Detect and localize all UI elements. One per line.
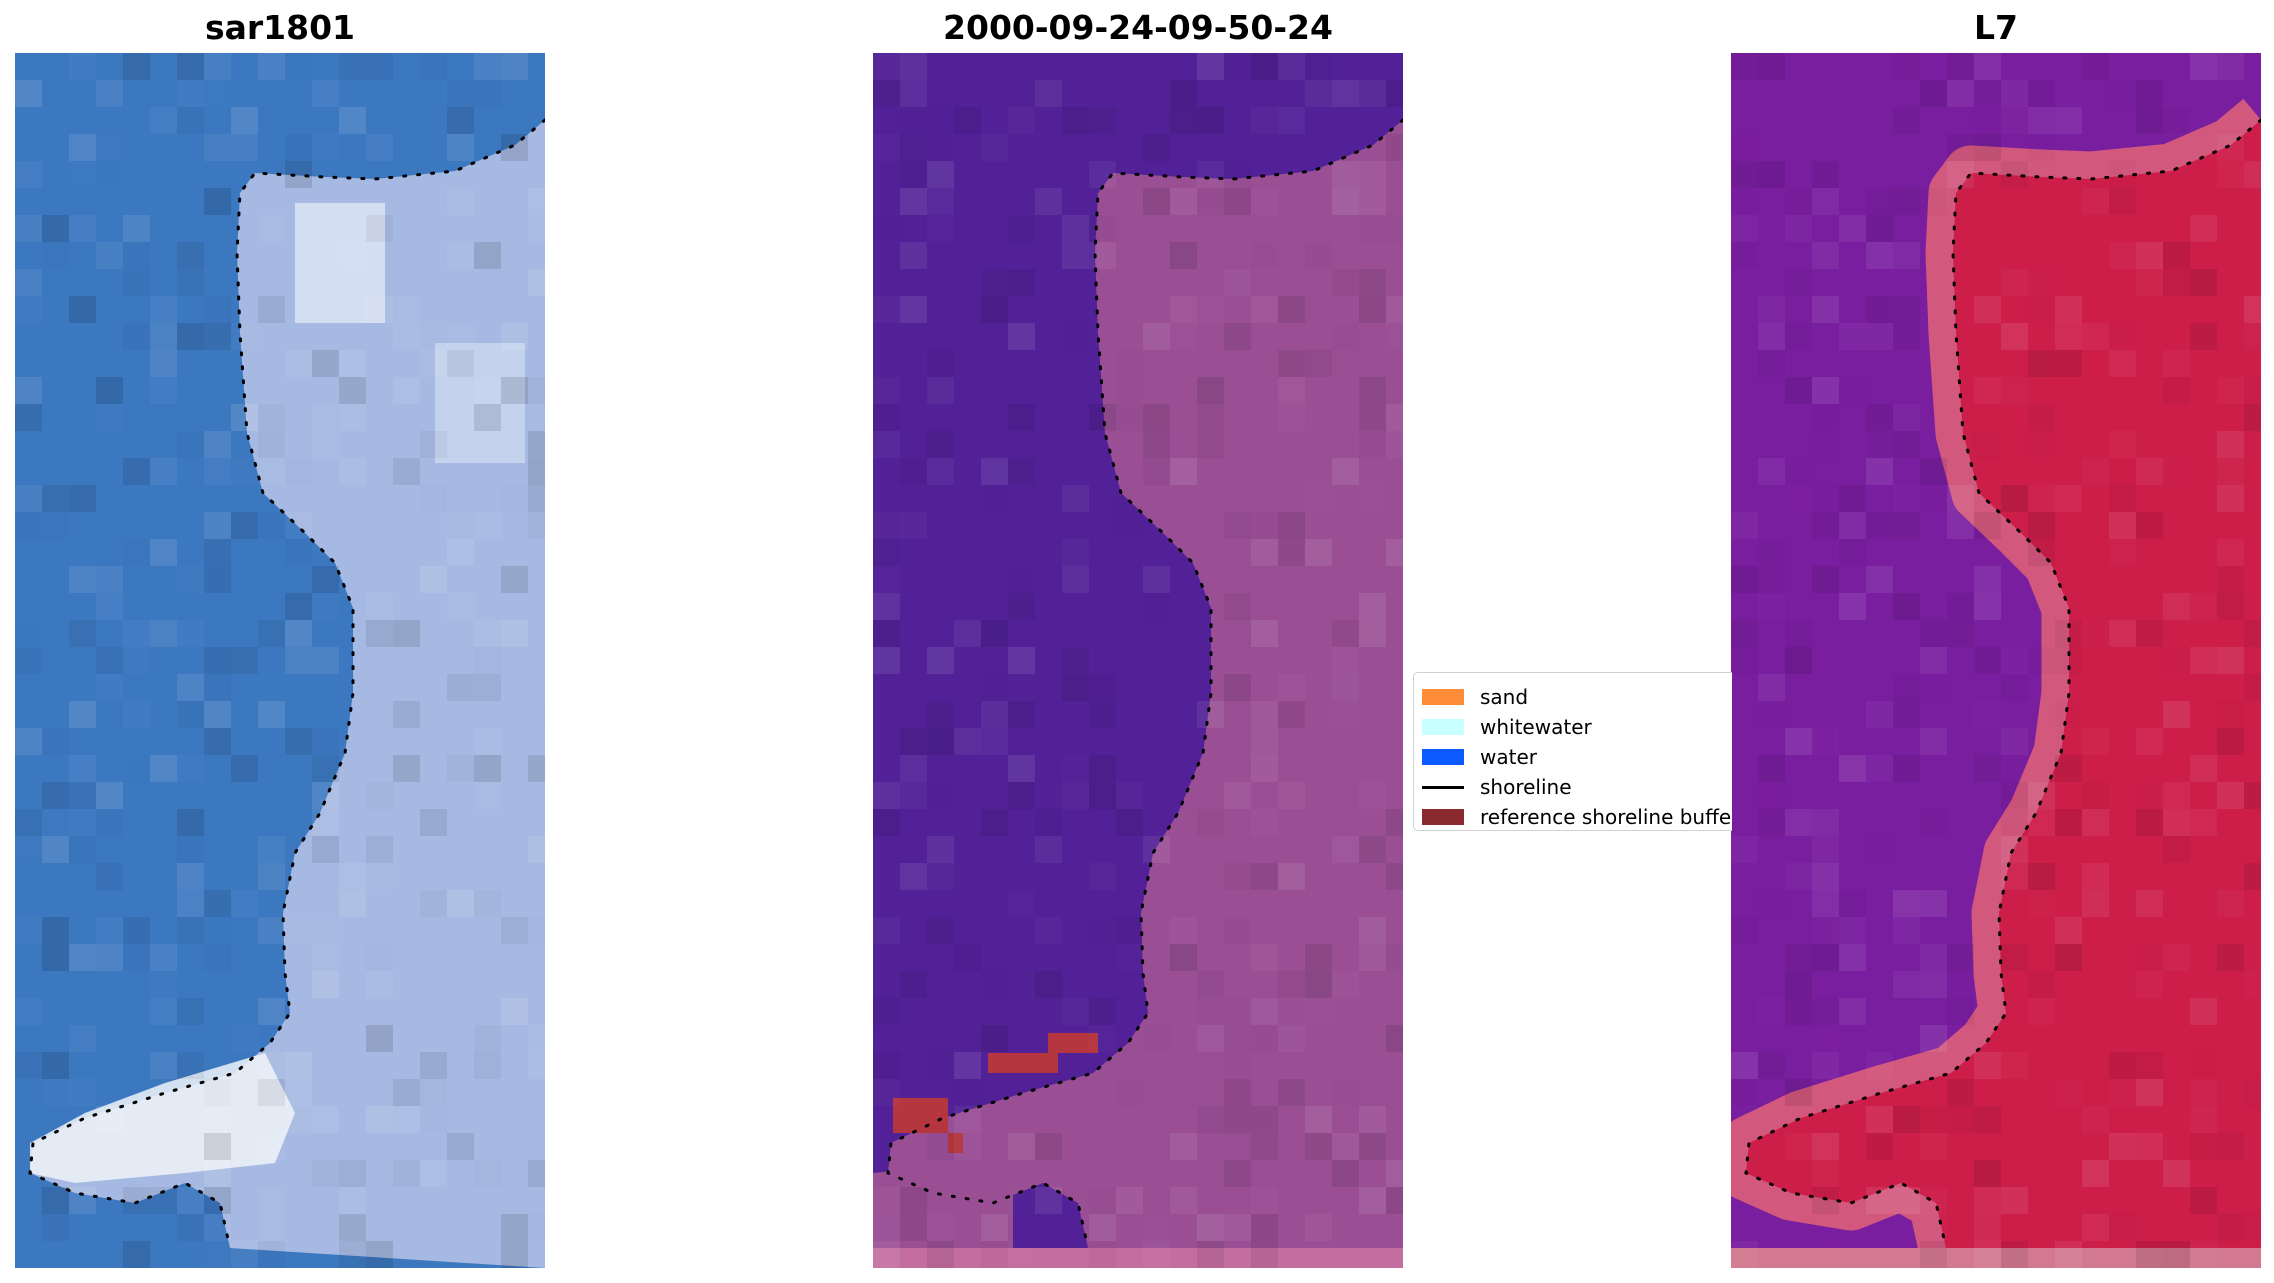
legend-swatch-sand: [1422, 689, 1464, 705]
bottom-strip: [873, 1248, 1403, 1268]
land-class-area: [888, 53, 1403, 1268]
shoreline: [886, 118, 1403, 1250]
legend-item-sand: sand: [1422, 682, 1528, 712]
legend-swatch-shoreline: [1422, 785, 1464, 789]
reference-buffer: [1048, 1033, 1098, 1053]
legend-label-sand: sand: [1480, 685, 1529, 709]
land-class-area-south: [873, 1158, 1013, 1268]
pixel-noise: [15, 53, 545, 1268]
legend-item-whitewater: whitewater: [1422, 712, 1592, 742]
title-date: 2000-09-24-09-50-24: [943, 8, 1333, 47]
rgb-image-panel: [15, 53, 545, 1268]
index-image: [1731, 53, 2261, 1268]
legend-label-shoreline: shoreline: [1480, 775, 1572, 799]
shoreline: [28, 118, 545, 1250]
bright-patch: [435, 343, 525, 463]
land-area: [30, 53, 545, 1268]
legend-item-reference-buffer: reference shoreline buffer: [1422, 802, 1732, 830]
legend-label-whitewater: whitewater: [1480, 715, 1592, 739]
index-image-panel: [1731, 53, 2261, 1268]
surf-zone: [30, 1053, 295, 1183]
pixel-noise: [873, 53, 1403, 1268]
legend: sand whitewater water shoreline referenc…: [1413, 672, 1732, 831]
legend-item-water: water: [1422, 742, 1537, 772]
title-l7: L7: [1974, 8, 2018, 47]
reference-buffer: [988, 1053, 1058, 1073]
rgb-image: [15, 53, 545, 1268]
classified-image: [873, 53, 1403, 1268]
legend-swatch-whitewater: [1422, 719, 1464, 735]
legend-swatch-reference-buffer: [1422, 809, 1464, 825]
land-index-area: [1746, 53, 2261, 1268]
legend-label-water: water: [1480, 745, 1537, 769]
legend-item-shoreline: shoreline: [1422, 772, 1572, 802]
pixel-noise: [1731, 53, 2261, 1268]
legend-swatch-water: [1422, 749, 1464, 765]
title-sar1801: sar1801: [204, 8, 356, 47]
bottom-strip: [1731, 1248, 2261, 1268]
legend-label-reference-buffer: reference shoreline buffer: [1480, 805, 1732, 829]
classified-image-panel: [873, 53, 1403, 1268]
shoreline: [1744, 118, 2261, 1250]
bright-patch: [295, 203, 385, 323]
